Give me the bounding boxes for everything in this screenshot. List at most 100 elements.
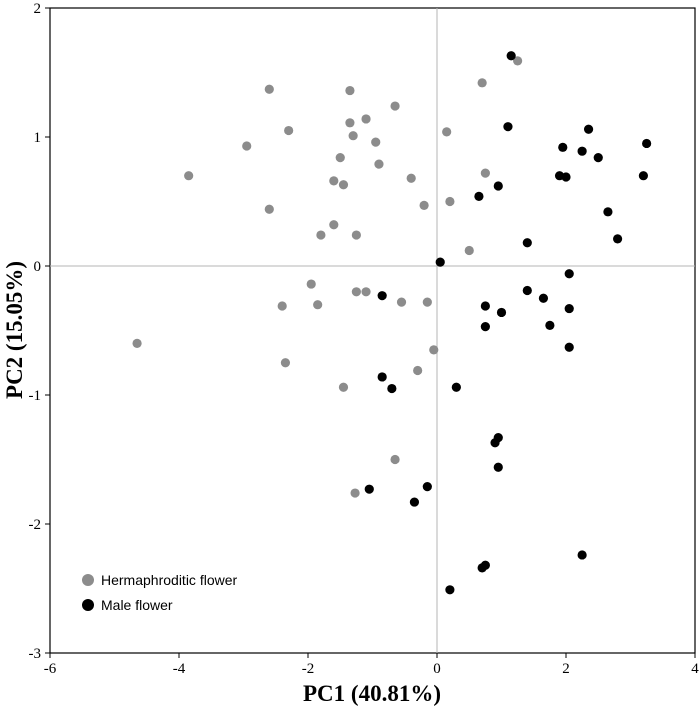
- hermaphroditic-point: [242, 141, 252, 151]
- hermaphroditic-point: [264, 84, 274, 94]
- hermaphroditic-point: [477, 78, 487, 88]
- hermaphroditic-point: [374, 159, 384, 169]
- hermaphroditic-point: [361, 287, 371, 297]
- hermaphroditic-point: [413, 365, 423, 376]
- male-point: [577, 146, 587, 156]
- hermaphroditic-point: [390, 101, 400, 111]
- male-point: [387, 383, 397, 394]
- hermaphroditic-point: [351, 287, 361, 297]
- y-tick-label: -1: [29, 388, 42, 404]
- hermaphroditic-point: [406, 173, 416, 183]
- hermaphroditic-point: [445, 196, 455, 207]
- hermaphroditic-point: [419, 200, 429, 210]
- male-point: [564, 269, 574, 279]
- hermaphroditic-point: [396, 297, 407, 307]
- male-point: [577, 550, 587, 560]
- zero-lines: [50, 8, 695, 653]
- y-axis-title: PC2 (15.05%): [2, 261, 27, 399]
- hermaphroditic-point: [277, 301, 287, 311]
- hermaphroditic-point: [280, 358, 291, 368]
- x-tick-label: -4: [173, 661, 186, 677]
- male-point: [435, 257, 445, 267]
- y-tick-label: 2: [34, 1, 42, 17]
- legend-marker-hermaphroditic: [82, 574, 94, 586]
- axis-ticks: [45, 7, 696, 658]
- y-tick-label: 1: [34, 130, 42, 146]
- male-point: [477, 563, 487, 573]
- hermaphroditic-point: [338, 382, 349, 392]
- male-point: [493, 181, 503, 191]
- hermaphroditic-point: [264, 204, 274, 214]
- y-tick-label: 0: [34, 259, 42, 275]
- hermaphroditic-point: [313, 300, 323, 310]
- male-point: [558, 142, 568, 152]
- male-point: [538, 293, 549, 303]
- male-point: [522, 285, 532, 296]
- hermaphroditic-point: [329, 176, 339, 186]
- male-point: [496, 307, 507, 318]
- male-point: [493, 462, 503, 472]
- male-point: [613, 234, 623, 244]
- male-point: [409, 497, 420, 507]
- hermaphroditic-point: [464, 245, 474, 256]
- x-tick-label: 2: [562, 661, 570, 677]
- male-point: [561, 172, 571, 182]
- hermaphroditic-point: [345, 118, 355, 128]
- hermaphroditic-point: [371, 137, 381, 147]
- tick-labels: -6 -4 -2 0 2 4 -3 -2 -1 0 1 2: [29, 1, 700, 677]
- plot-frame: [49, 7, 696, 654]
- legend-label-male: Male flower: [101, 597, 173, 613]
- hermaphroditic-point: [306, 279, 316, 289]
- hermaphroditic-point: [513, 56, 523, 66]
- male-point: [642, 138, 652, 149]
- hermaphroditic-point: [345, 85, 355, 96]
- hermaphroditic-point: [348, 131, 358, 141]
- hermaphroditic-point: [429, 345, 439, 355]
- male-point: [564, 303, 574, 314]
- x-tick-label: 0: [433, 661, 441, 677]
- hermaphroditic-point: [351, 230, 361, 240]
- male-point: [506, 51, 516, 61]
- hermaphroditic-point: [338, 180, 349, 190]
- x-tick-label: 4: [691, 661, 699, 677]
- hermaphroditic-point: [132, 338, 142, 348]
- male-point: [480, 322, 490, 332]
- hermaphroditic-point: [390, 454, 400, 465]
- male-point: [451, 382, 461, 392]
- hermaphroditic-point: [316, 230, 326, 240]
- male-point: [638, 171, 649, 181]
- male-point: [377, 291, 387, 301]
- hermaphroditic-point: [422, 297, 432, 307]
- male-point: [490, 438, 500, 448]
- male-point: [593, 153, 603, 163]
- x-tick-label: -2: [302, 661, 315, 677]
- hermaphroditic-point: [350, 488, 360, 498]
- male-point: [522, 238, 532, 248]
- hermaphroditic-point: [329, 220, 339, 230]
- male-point: [603, 207, 613, 217]
- legend: Hermaphroditic flower Male flower: [82, 572, 237, 613]
- y-tick-label: -2: [29, 517, 42, 533]
- male-point: [583, 124, 594, 134]
- y-tick-label: -3: [29, 646, 42, 662]
- male-point: [377, 372, 387, 382]
- male-point: [564, 342, 574, 352]
- x-axis-title: PC1 (40.81%): [303, 681, 441, 706]
- hermaphroditic-point: [361, 114, 371, 124]
- male-point: [545, 320, 555, 330]
- male-point: [364, 484, 374, 494]
- hermaphroditic-point: [442, 127, 452, 137]
- hermaphroditic-point: [480, 168, 490, 178]
- data-points: [132, 51, 652, 595]
- hermaphroditic-point: [335, 153, 345, 163]
- male-point: [474, 191, 484, 201]
- male-point: [422, 481, 432, 492]
- legend-marker-male: [82, 599, 94, 611]
- legend-label-hermaphroditic: Hermaphroditic flower: [101, 572, 237, 588]
- male-point: [445, 585, 455, 595]
- x-tick-label: -6: [44, 661, 57, 677]
- hermaphroditic-point: [184, 171, 194, 181]
- male-point: [503, 122, 513, 132]
- male-point: [480, 301, 490, 311]
